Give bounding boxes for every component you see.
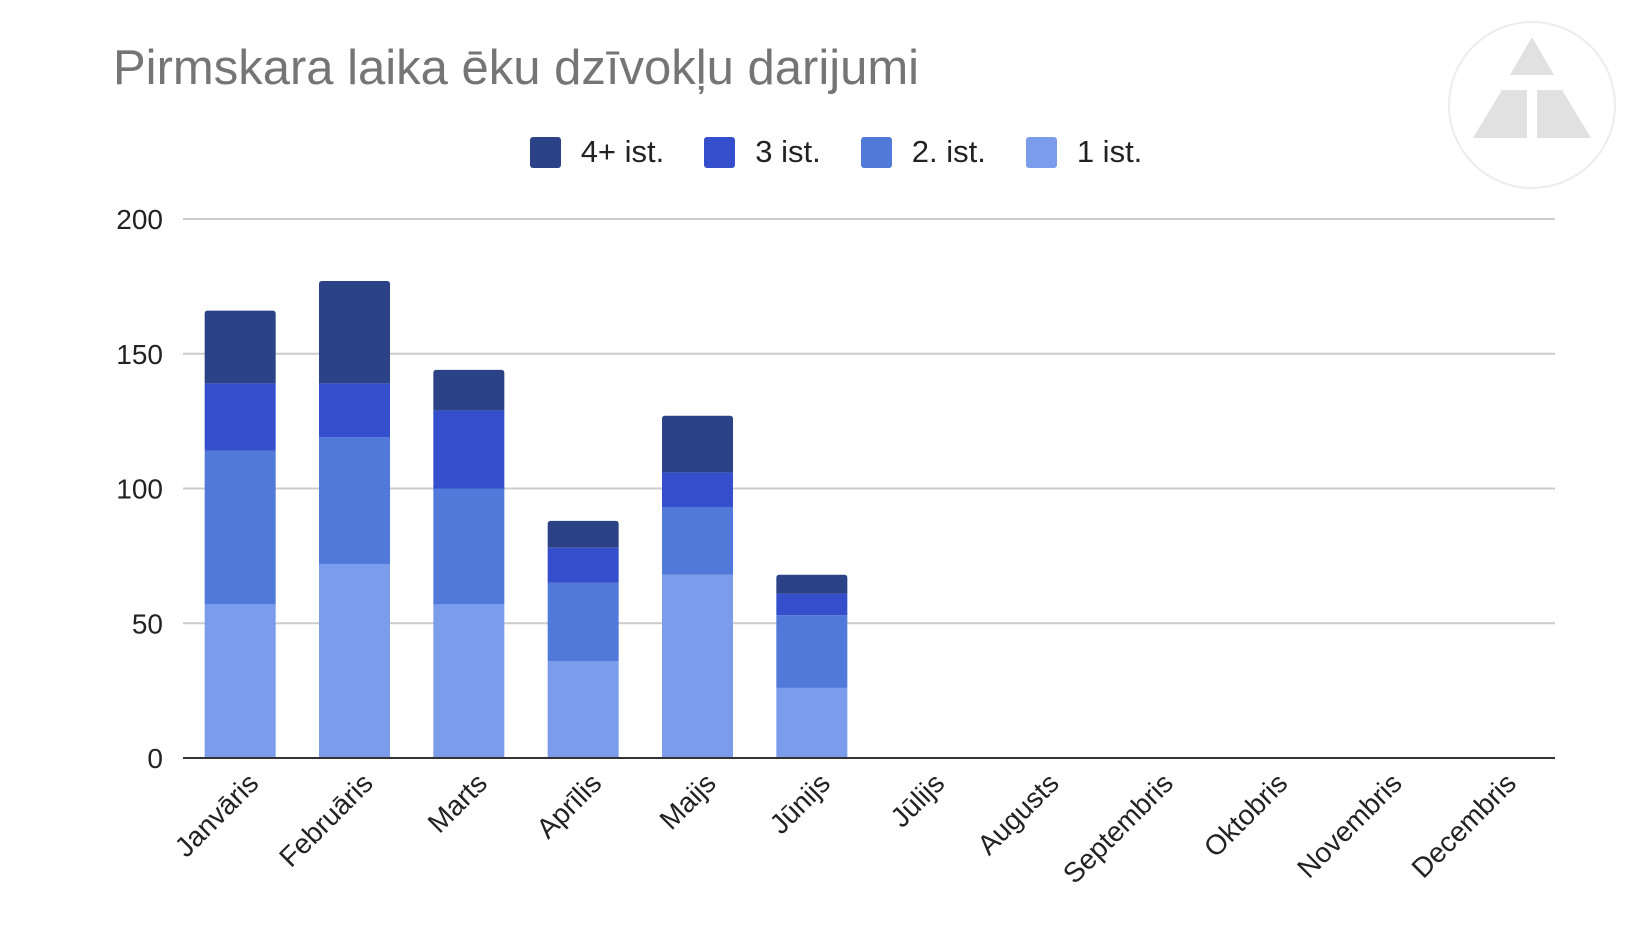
legend-label: 2. ist. [911,134,986,169]
x-tick-label: Jūlijs [884,767,950,833]
x-tick-label: Septembris [1057,767,1179,889]
bar-segment [204,450,276,605]
bar-segment [319,563,390,758]
x-tick-label: Decembris [1406,767,1523,884]
bar-segment [662,507,733,575]
legend-label: 1 ist. [1076,134,1143,169]
bar-segment [776,615,848,688]
bar-segment [776,574,848,594]
bar-segment [204,310,276,384]
y-tick-label: 200 [116,204,163,235]
y-tick-label: 150 [116,339,163,370]
bar-segment [776,687,848,758]
legend-swatch [1025,136,1057,168]
bar-segment [433,604,505,758]
bar-segment [776,593,848,616]
x-tick-label: Februāris [273,767,379,873]
bar-segment [319,280,390,384]
legend-swatch [860,136,892,168]
x-tick-label: Janvāris [169,767,265,863]
bar-segment [662,415,733,473]
bar-segment [547,660,619,758]
bar-segment [204,604,276,758]
legend-label: 4+ ist. [580,134,665,169]
bar-segment [319,437,390,564]
chart-legend: 4+ ist. 3 ist. 2. ist. 1 ist. [0,134,1642,170]
legend-item: 2. ist. [860,134,986,170]
bar-segment [662,574,733,758]
bar-segment [547,547,619,583]
x-tick-label: Maijs [654,767,722,835]
x-tick-label: Jūnijs [764,767,837,840]
legend-item: 3 ist. [704,134,821,170]
legend-item: 1 ist. [1025,134,1143,170]
x-tick-label: Novembris [1291,767,1408,884]
legend-swatch [529,136,561,168]
x-tick-label: Marts [422,767,493,838]
legend-swatch [704,136,736,168]
x-tick-label: Aprīlis [530,767,607,844]
x-tick-label: Augusts [971,767,1064,860]
y-tick-label: 100 [116,474,163,505]
legend-item: 4+ ist. [529,134,665,170]
legend-label: 3 ist. [755,134,821,169]
bar-segment [433,369,505,411]
triangle-logo-icon [1448,21,1616,189]
bar-segment [547,582,619,661]
x-tick-label: Oktobris [1198,767,1294,863]
bar-segment [547,520,619,548]
bar-segment [433,488,505,605]
y-tick-label: 50 [132,608,163,639]
bar-segment [433,410,505,489]
chart-title: Pirmskara laika ēku dzīvokļu darijumi [113,41,920,95]
bar-segment [204,383,276,451]
y-tick-label: 0 [147,743,163,774]
bar-segment [662,472,733,508]
bar-segment [319,383,390,438]
